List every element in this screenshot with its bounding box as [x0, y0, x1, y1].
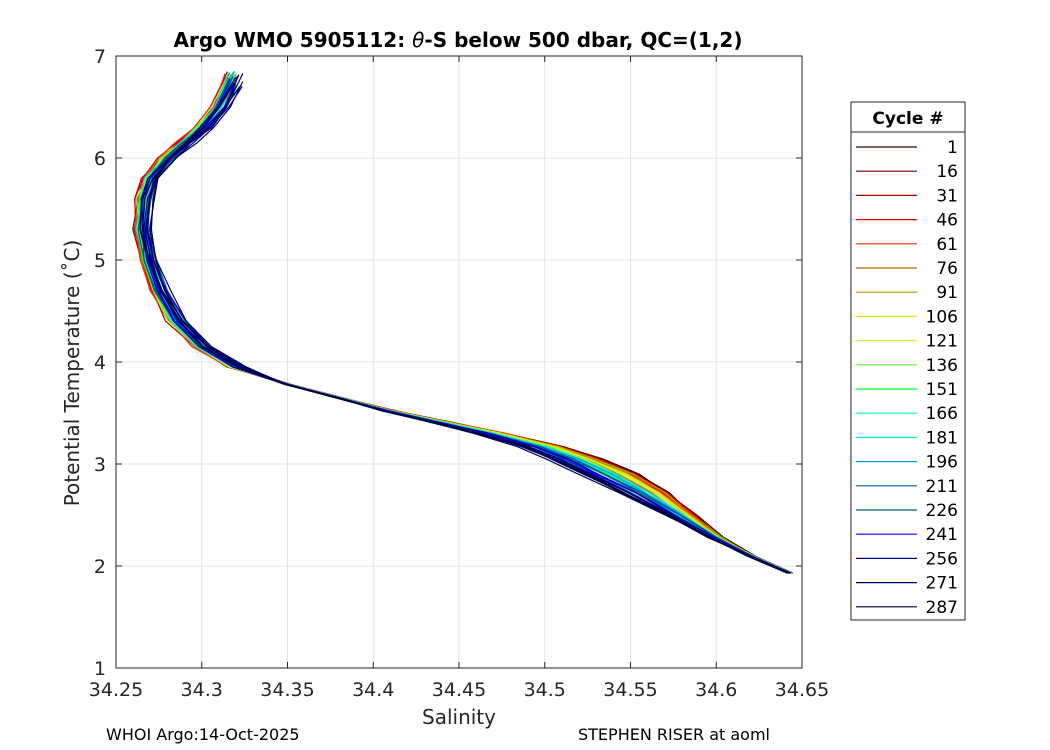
legend-label: 241 — [926, 525, 958, 545]
footer-credit-date: WHOI Argo:14-Oct-2025 — [106, 725, 300, 744]
y-tick-label: 1 — [94, 658, 106, 680]
legend-label: 256 — [926, 549, 958, 569]
legend-label: 287 — [926, 598, 958, 618]
profile-line — [149, 81, 790, 574]
legend-label: 151 — [926, 380, 958, 400]
x-tick-label: 34.3 — [181, 679, 223, 701]
legend-label: 1 — [947, 138, 958, 158]
profiles — [132, 71, 794, 574]
y-tick-label: 7 — [94, 46, 106, 68]
legend: Cycle # 1 16 31 46 61 76 91 106 121 136 151 166 181 1… — [850, 101, 966, 621]
legend-label: 226 — [926, 501, 958, 521]
legend-label: 106 — [926, 307, 958, 327]
legend-label: 91 — [936, 283, 958, 303]
legend-title: Cycle # — [872, 109, 943, 129]
x-tick-label: 34.55 — [603, 679, 657, 701]
title-prefix: Argo WMO 5905112: — [174, 28, 413, 52]
x-tick-label: 34.35 — [260, 679, 314, 701]
y-axis-label: Potential Temperature (˚C) — [60, 240, 84, 507]
y-tick-label: 4 — [94, 352, 106, 374]
x-tick-label: 34.4 — [352, 679, 394, 701]
legend-label: 166 — [926, 404, 958, 424]
y-tick-label: 5 — [94, 250, 106, 272]
legend-label: 46 — [936, 211, 958, 231]
legend-label: 181 — [926, 428, 958, 448]
grid — [116, 56, 802, 668]
legend-label: 196 — [926, 453, 958, 473]
x-axis-label: Salinity — [422, 705, 496, 729]
legend-label: 61 — [936, 235, 958, 255]
chart-title: Argo WMO 5905112: θ-S below 500 dbar, QC… — [174, 28, 743, 52]
x-tick-label: 34.6 — [695, 679, 737, 701]
legend-label: 136 — [926, 356, 958, 376]
x-tick-label: 34.5 — [524, 679, 566, 701]
x-tick-label: 34.25 — [89, 679, 143, 701]
title-theta: θ — [412, 28, 424, 52]
legend-label: 31 — [936, 186, 958, 206]
y-tick-label: 6 — [94, 148, 106, 170]
legend-label: 76 — [936, 259, 958, 279]
footer-pi-credit: STEPHEN RISER at aoml — [578, 725, 770, 744]
y-tick-label: 3 — [94, 454, 106, 476]
title-suffix: -S below 500 dbar, QC=(1,2) — [424, 28, 742, 52]
legend-label: 211 — [926, 477, 958, 497]
legend-label: 271 — [926, 574, 958, 594]
y-tick-label: 2 — [94, 556, 106, 578]
x-tick-label: 34.45 — [432, 679, 486, 701]
x-tick-label: 34.65 — [775, 679, 829, 701]
ticks: 34.25 34.3 34.35 34.4 34.45 34.5 34.55 34.6 34.6… — [89, 46, 829, 701]
legend-label: 121 — [926, 332, 958, 352]
legend-label: 16 — [936, 162, 958, 182]
